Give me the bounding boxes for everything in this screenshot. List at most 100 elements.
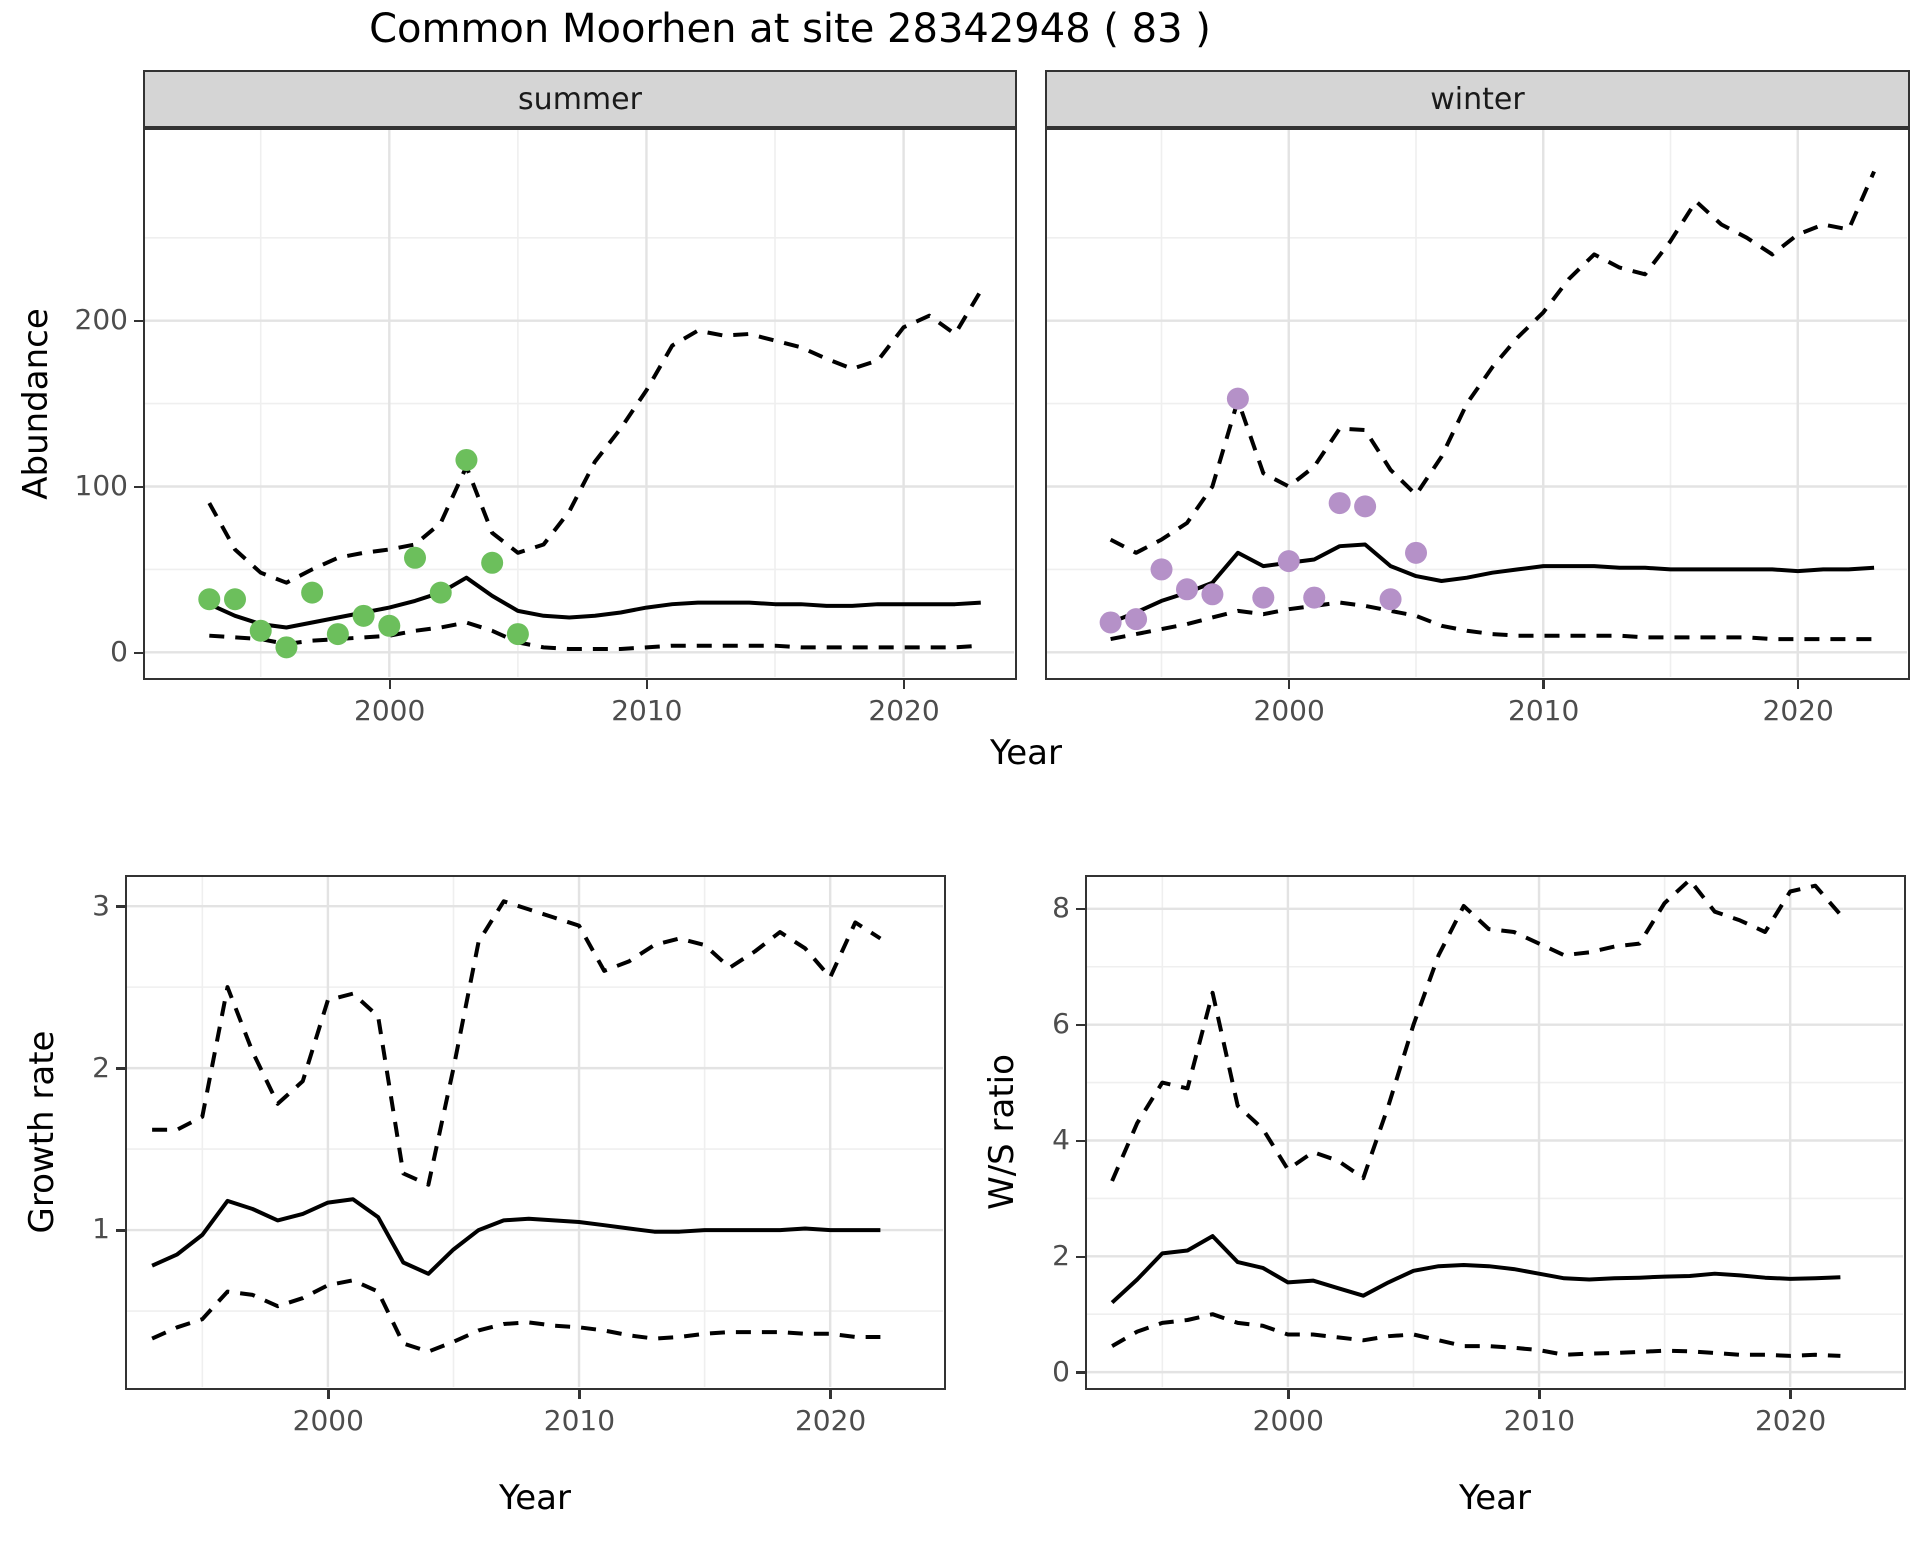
abundance-summer-observation-point: [352, 604, 375, 627]
y-tick-mark: [1076, 908, 1085, 911]
abundance-summer-lower_ci-line: [209, 620, 981, 651]
abundance-summer-observation-point: [455, 448, 478, 471]
abundance-summer-observation-point: [404, 546, 427, 569]
x-tick-label: 2000: [354, 694, 426, 727]
facet-strip-winter: winter: [1045, 70, 1910, 128]
x-tick-label: 2020: [794, 1404, 867, 1437]
y-tick-mark: [116, 1067, 125, 1070]
abundance-summer-observation-point: [275, 636, 298, 659]
facet-strip-summer-label: summer: [518, 81, 642, 117]
abundance-winter-observation-point: [1405, 541, 1428, 564]
abundance-summer-observation-point: [429, 581, 452, 604]
y-tick-label: 100: [74, 468, 128, 502]
abundance-winter-observation-point: [1175, 578, 1198, 601]
abundance-winter-fit-line: [1109, 542, 1875, 625]
abundance-summer-plot: [145, 130, 1015, 678]
x-tick-mark: [1796, 680, 1800, 689]
x-tick-mark: [388, 680, 391, 689]
x-tick-mark: [645, 680, 649, 689]
ws-fit-line: [1110, 1234, 1841, 1305]
x-tick-mark: [902, 680, 906, 689]
ws-lower_ci-line: [1111, 1312, 1841, 1358]
y-tick-label: 8: [1052, 891, 1070, 925]
y-tick-mark: [134, 485, 143, 489]
abundance-summer-observation-point: [301, 581, 324, 604]
abundance-winter-observation-point: [1303, 586, 1326, 609]
figure-title: Common Moorhen at site 28342948 ( 83 ): [369, 6, 1211, 52]
y-tick-mark: [1076, 1023, 1085, 1027]
x-tick-mark: [829, 1390, 832, 1399]
y-tick-mark: [1076, 1255, 1085, 1258]
abundance-winter-plot: [1047, 130, 1908, 678]
abundance-winter-observation-point: [1252, 586, 1275, 609]
abundance-winter-observation-point: [1150, 558, 1173, 581]
y-tick-label: 2: [1052, 1238, 1070, 1272]
x-tick-label: 2010: [1503, 1404, 1576, 1437]
x-tick-label: 2020: [1762, 694, 1834, 727]
x-tick-label: 2010: [611, 694, 683, 727]
abundance-summer-observation-point: [481, 551, 504, 574]
abundance-winter-upper_ci-line: [1109, 170, 1876, 555]
abundance-winter-observation-point: [1201, 583, 1224, 606]
y-tick-label: 2: [92, 1050, 110, 1084]
abundance-summer-observation-point: [506, 623, 529, 646]
y-tick-mark: [134, 319, 143, 323]
abundance-summer-observation-point: [326, 623, 349, 646]
growth-lower_ci-line: [151, 1278, 881, 1354]
x-tick-mark: [1287, 680, 1291, 689]
x-tick-mark: [1287, 1390, 1290, 1399]
x-tick-label: 2020: [868, 694, 940, 727]
ws-plot: [1087, 877, 1904, 1388]
y-tick-mark: [134, 651, 143, 654]
abundance-summer-observation-point: [378, 614, 401, 637]
facet-strip-winter-label: winter: [1430, 81, 1525, 117]
y-tick-label: 3: [92, 888, 110, 922]
abundance-winter-observation-point: [1379, 588, 1402, 611]
year-axis-title-top: Year: [990, 733, 1062, 773]
growth-plot: [127, 877, 944, 1388]
abundance-winter-observation-point: [1277, 550, 1300, 573]
abundance-winter-observation-point: [1125, 608, 1148, 631]
x-tick-label: 2000: [1253, 694, 1325, 727]
x-tick-label: 2000: [292, 1404, 364, 1437]
abundance-winter-observation-point: [1328, 492, 1351, 515]
abundance-summer-panel: [143, 128, 1017, 680]
growth-fit-line: [151, 1197, 881, 1276]
abundance-winter-observation-point: [1354, 495, 1377, 518]
y-tick-mark: [116, 1229, 125, 1232]
y-tick-label: 1: [92, 1212, 110, 1246]
abundance-summer-observation-point: [198, 588, 221, 611]
abundance-winter-lower_ci-line: [1110, 600, 1875, 642]
x-tick-mark: [578, 1390, 581, 1399]
year-axis-title-growth: Year: [499, 1478, 571, 1518]
abundance-winter-observation-point: [1226, 387, 1249, 410]
x-tick-label: 2000: [1252, 1404, 1324, 1437]
y-tick-label: 0: [110, 634, 128, 668]
x-tick-mark: [1789, 1390, 1792, 1399]
y-tick-label: 0: [1052, 1354, 1070, 1388]
growth-upper_ci-line: [152, 899, 882, 1187]
x-tick-mark: [327, 1390, 330, 1399]
y-tick-mark: [116, 905, 125, 908]
ws-upper_ci-line: [1110, 877, 1842, 1182]
y-tick-label: 200: [74, 303, 128, 337]
year-axis-title-ws: Year: [1459, 1478, 1531, 1518]
ws-panel: [1085, 875, 1906, 1390]
abundance-summer-observation-point: [249, 619, 272, 642]
abundance-summer-upper_ci-line: [207, 289, 983, 585]
abundance-winter-panel: [1045, 128, 1910, 680]
x-tick-mark: [1538, 1390, 1541, 1399]
abundance-summer-observation-point: [224, 588, 247, 611]
x-tick-label: 2020: [1754, 1404, 1827, 1437]
x-tick-label: 2010: [1508, 694, 1580, 727]
abundance-summer-fit-line: [208, 575, 981, 630]
x-tick-mark: [1542, 680, 1545, 689]
growth-panel: [125, 875, 946, 1390]
facet-strip-summer: summer: [143, 70, 1017, 128]
abundance-winter-observation-point: [1099, 611, 1122, 634]
y-tick-label: 4: [1052, 1122, 1070, 1156]
y-tick-mark: [1076, 1371, 1085, 1374]
x-tick-label: 2010: [543, 1404, 616, 1437]
y-tick-mark: [1076, 1139, 1085, 1143]
